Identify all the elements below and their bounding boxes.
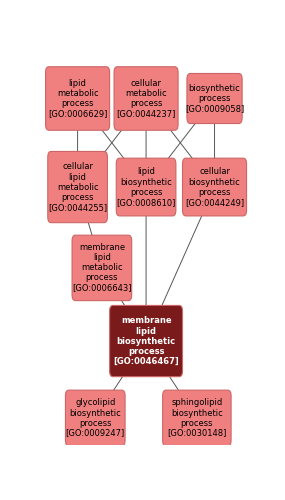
Text: lipid
metabolic
process
[GO:0006629]: lipid metabolic process [GO:0006629] [48, 79, 107, 118]
FancyBboxPatch shape [163, 390, 231, 446]
Text: cellular
metabolic
process
[GO:0044237]: cellular metabolic process [GO:0044237] [116, 79, 176, 118]
FancyBboxPatch shape [66, 390, 125, 446]
FancyBboxPatch shape [110, 306, 182, 376]
Text: sphingolipid
biosynthetic
process
[GO:0030148]: sphingolipid biosynthetic process [GO:00… [167, 398, 227, 438]
Text: biosynthetic
process
[GO:0009058]: biosynthetic process [GO:0009058] [185, 84, 244, 113]
FancyBboxPatch shape [72, 235, 132, 300]
Text: glycolipid
biosynthetic
process
[GO:0009247]: glycolipid biosynthetic process [GO:0009… [66, 398, 125, 438]
FancyBboxPatch shape [48, 152, 107, 222]
Text: cellular
biosynthetic
process
[GO:0044249]: cellular biosynthetic process [GO:004424… [185, 168, 244, 206]
FancyBboxPatch shape [116, 158, 176, 216]
FancyBboxPatch shape [114, 66, 178, 130]
FancyBboxPatch shape [187, 74, 242, 124]
FancyBboxPatch shape [182, 158, 247, 216]
Text: lipid
biosynthetic
process
[GO:0008610]: lipid biosynthetic process [GO:0008610] [116, 168, 176, 206]
Text: membrane
lipid
metabolic
process
[GO:0006643]: membrane lipid metabolic process [GO:000… [72, 244, 132, 292]
Text: membrane
lipid
biosynthetic
process
[GO:0046467]: membrane lipid biosynthetic process [GO:… [113, 316, 179, 366]
FancyBboxPatch shape [46, 66, 110, 130]
Text: cellular
lipid
metabolic
process
[GO:0044255]: cellular lipid metabolic process [GO:004… [48, 162, 107, 212]
